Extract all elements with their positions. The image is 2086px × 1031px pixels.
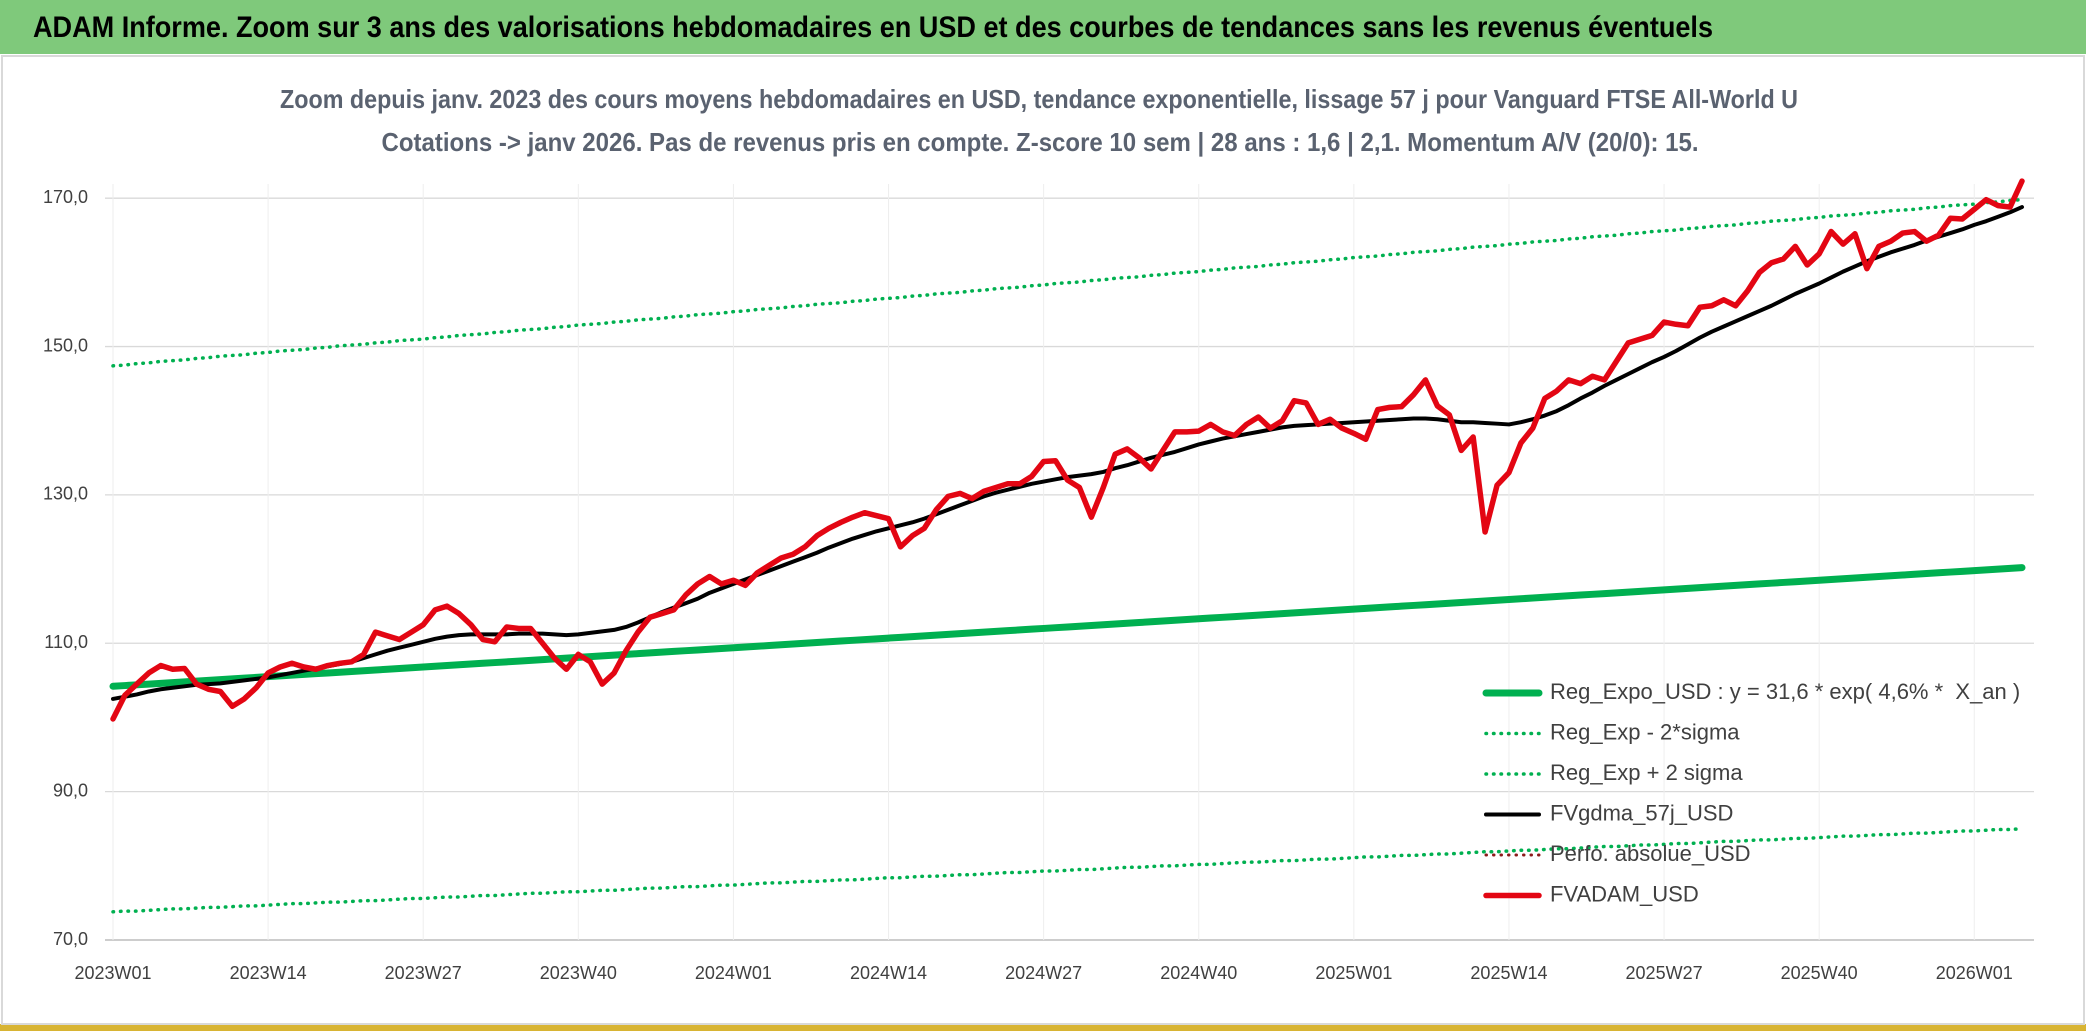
y-tick-label: 70,0 <box>53 929 88 949</box>
x-tick-label: 2023W14 <box>230 963 307 983</box>
header-title: ADAM Informe. Zoom sur 3 ans des valoris… <box>33 11 1713 44</box>
y-tick-label: 110,0 <box>44 632 88 652</box>
legend-label: Reg_Exp + 2 sigma <box>1550 760 1743 785</box>
legend-label: FVgdma_57j_USD <box>1550 800 1733 825</box>
x-tick-label: 2024W40 <box>1160 963 1237 983</box>
y-tick-label: 170,0 <box>43 187 88 207</box>
y-tick-label: 150,0 <box>43 335 88 355</box>
bottom-border <box>0 1024 2086 1031</box>
legend-label: FVADAM_USD <box>1550 881 1699 906</box>
x-tick-label: 2025W40 <box>1781 963 1858 983</box>
x-tick-label: 2024W27 <box>1005 963 1082 983</box>
x-tick-label: 2025W27 <box>1626 963 1703 983</box>
legend-label: Reg_Expo_USD : y = 31,6 * exp( 4,6% * X_… <box>1550 679 2020 704</box>
header-bar <box>0 0 2086 54</box>
chart-subtitle: Cotations -> janv 2026. Pas de revenus p… <box>382 127 1699 157</box>
series-line <box>111 197 2024 368</box>
y-tick-label: 130,0 <box>43 484 88 504</box>
series-line <box>110 178 2025 722</box>
legend-label: Perfo. absolue_USD <box>1550 841 1751 866</box>
y-tick-label: 90,0 <box>53 780 88 800</box>
series-line <box>109 564 2026 690</box>
x-tick-label: 2023W27 <box>385 963 462 983</box>
chart-frame <box>1 55 2085 1025</box>
x-tick-label: 2026W01 <box>1936 963 2013 983</box>
chart-title: Zoom depuis janv. 2023 des cours moyens … <box>280 84 1798 114</box>
legend-label: Reg_Exp - 2*sigma <box>1550 719 1740 744</box>
x-tick-label: 2023W01 <box>74 963 151 983</box>
x-tick-label: 2024W01 <box>695 963 772 983</box>
x-tick-label: 2025W01 <box>1315 963 1392 983</box>
x-tick-label: 2025W14 <box>1470 963 1547 983</box>
x-tick-label: 2023W40 <box>540 963 617 983</box>
x-tick-label: 2024W14 <box>850 963 927 983</box>
